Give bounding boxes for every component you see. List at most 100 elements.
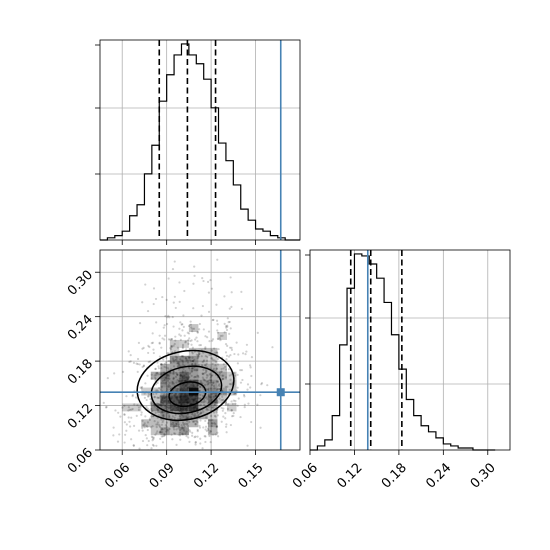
scatter-point: [182, 428, 185, 431]
scatter-point: [154, 411, 157, 415]
scatter-point: [143, 396, 146, 399]
scatter-point: [210, 414, 213, 418]
scatter-point: [230, 291, 233, 294]
scatter-point: [188, 420, 191, 424]
scatter-point: [181, 360, 185, 364]
scatter-point: [181, 355, 184, 358]
scatter-point: [224, 368, 228, 371]
scatter-point: [237, 353, 240, 356]
scatter-point: [168, 359, 171, 363]
scatter-point: [156, 411, 160, 414]
scatter-point: [176, 373, 179, 377]
scatter-point: [236, 373, 239, 376]
scatter-point: [232, 411, 235, 415]
scatter-point: [181, 421, 185, 424]
scatter-point: [194, 363, 197, 366]
scatter-point: [174, 413, 177, 416]
scatter-point: [240, 290, 243, 293]
scatter-point: [155, 425, 158, 429]
scatter-point: [192, 327, 196, 330]
scatter-point: [210, 422, 213, 425]
density-block: [160, 395, 170, 404]
scatter-point: [192, 420, 195, 423]
scatter-point: [196, 368, 199, 372]
scatter-point: [189, 320, 192, 323]
scatter-point: [200, 364, 204, 367]
scatter-point: [221, 377, 224, 380]
scatter-point: [144, 415, 147, 418]
density-block: [207, 355, 218, 364]
scatter-point: [154, 372, 157, 375]
scatter-point: [199, 403, 203, 407]
scatter-point: [220, 370, 223, 373]
scatter-point: [150, 426, 153, 429]
scatter-point: [207, 330, 211, 333]
scatter-point: [184, 356, 187, 360]
scatter-point: [213, 403, 216, 407]
scatter-point: [204, 428, 207, 431]
scatter-point: [155, 423, 158, 426]
scatter-point: [176, 362, 179, 365]
scatter-point: [152, 436, 155, 439]
scatter-point: [206, 374, 209, 377]
scatter-point: [153, 396, 156, 399]
scatter-point: [178, 300, 181, 303]
scatter-point: [204, 379, 207, 382]
density-block: [188, 403, 199, 412]
scatter-point: [220, 367, 223, 371]
scatter-point: [170, 338, 174, 341]
scatter-point: [123, 413, 126, 416]
scatter-point: [126, 452, 128, 454]
scatter-point: [226, 324, 229, 327]
scatter-point: [178, 360, 181, 364]
scatter-point: [141, 439, 145, 443]
scatter-point: [243, 406, 246, 409]
scatter-point: [208, 431, 211, 434]
scatter-point: [177, 362, 180, 365]
scatter-point: [146, 309, 150, 313]
scatter-point: [197, 376, 200, 379]
scatter-point: [204, 347, 207, 350]
scatter-point: [199, 458, 201, 460]
scatter-point: [166, 385, 169, 388]
scatter-point: [123, 404, 126, 407]
scatter-point: [175, 371, 178, 374]
scatter-point: [230, 305, 233, 308]
scatter-point: [172, 358, 175, 362]
scatter-point: [198, 412, 201, 415]
density-block: [160, 403, 170, 412]
scatter-point: [132, 444, 135, 447]
scatter-point: [181, 343, 185, 346]
scatter-point: [198, 389, 202, 392]
scatter-point: [181, 345, 185, 348]
scatter-point: [203, 435, 206, 438]
scatter-point: [168, 427, 171, 431]
scatter-point: [174, 355, 177, 358]
scatter-point: [150, 377, 153, 380]
scatter-point: [160, 453, 162, 455]
density-block: [179, 395, 189, 404]
scatter-point: [172, 376, 175, 379]
scatter-point: [159, 431, 162, 434]
density-block: [169, 379, 180, 388]
scatter-point: [130, 438, 133, 441]
scatter-point: [194, 362, 197, 365]
scatter-point: [210, 380, 213, 383]
scatter-point: [144, 382, 147, 385]
scatter-point: [166, 429, 169, 432]
scatter-point: [246, 383, 250, 386]
scatter-point: [162, 381, 165, 385]
scatter-point: [217, 380, 220, 383]
scatter-point: [228, 307, 231, 310]
scatter-point: [173, 416, 176, 419]
scatter-point: [133, 403, 136, 406]
scatter-point: [194, 414, 197, 418]
scatter-point: [159, 431, 162, 434]
scatter-point: [147, 395, 150, 398]
density-block: [160, 371, 170, 380]
scatter-point: [176, 346, 179, 349]
scatter-point: [164, 427, 167, 430]
scatter-point: [211, 374, 214, 377]
scatter-point: [201, 277, 204, 280]
scatter-point: [215, 303, 218, 306]
